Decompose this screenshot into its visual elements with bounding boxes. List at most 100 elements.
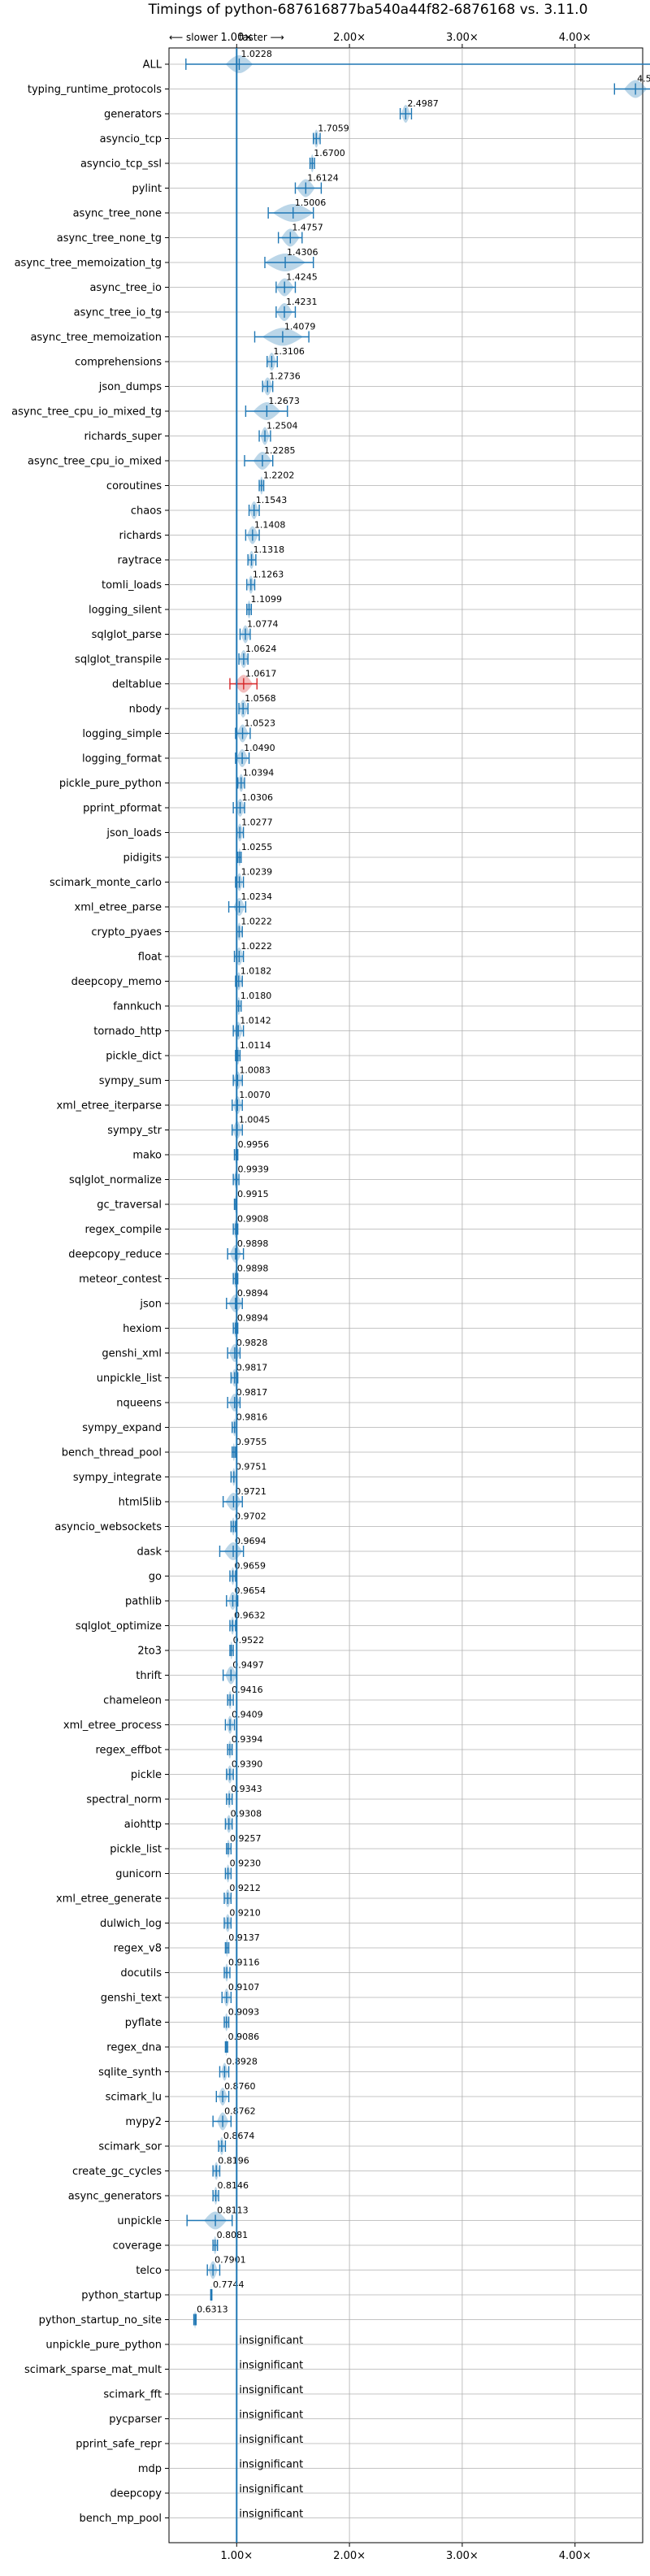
benchmark-label: json_dumps [98, 381, 162, 393]
benchmark-label: asyncio_tcp [100, 133, 162, 145]
direction-faster-label: faster ⟶ [239, 32, 284, 43]
value-label: 1.2285 [264, 445, 296, 456]
value-label: 0.8113 [217, 2205, 249, 2216]
benchmark-label: regex_compile [84, 1224, 162, 1236]
benchmark-label: fannkuch [113, 1001, 162, 1013]
x-tick-label-bottom: 1.00× [220, 2550, 253, 2562]
benchmark-label: pickle_list [110, 1844, 162, 1856]
benchmark-label: pycparser [109, 2413, 162, 2426]
benchmark-label: pylint [132, 183, 162, 195]
benchmark-label: pidigits [124, 852, 162, 865]
value-label: 0.9908 [237, 1214, 269, 1225]
value-label: 1.1408 [254, 520, 286, 531]
value-label: 1.0277 [241, 817, 273, 828]
value-label: 1.6700 [314, 148, 345, 158]
benchmark-label: async_tree_memoization [30, 332, 162, 344]
value-label: 1.4757 [292, 223, 323, 233]
benchmark-label: docutils [120, 1967, 162, 1980]
benchmark-rows: ALL 1.0228 typing_runtime_protocols 4.5361 g… [11, 49, 650, 2525]
benchmark-label: unpickle_list [97, 1373, 162, 1385]
benchmark-label: html5lib [119, 1497, 162, 1509]
benchmark-label: regex_v8 [114, 1943, 162, 1955]
x-tick-label-bottom: 3.00× [446, 2550, 479, 2562]
value-label: 1.0568 [245, 693, 276, 704]
benchmark-label: xml_etree_generate [56, 1893, 162, 1906]
benchmark-label: typing_runtime_protocols [28, 84, 162, 96]
value-label: 1.2673 [268, 396, 300, 406]
value-label: 0.9230 [230, 1858, 262, 1869]
benchmark-label: nbody [129, 704, 162, 716]
benchmark-label: sqlglot_transpile [75, 654, 162, 666]
value-label: 0.9659 [235, 1561, 266, 1572]
benchmark-label: coroutines [106, 480, 162, 492]
value-label: 0.9210 [229, 1908, 261, 1919]
benchmark-label: pickle_dict [106, 1051, 162, 1063]
benchmark-label: chaos [131, 505, 162, 518]
x-axis-bottom: 1.00× 2.00× 3.00× 4.00× [220, 2543, 592, 2562]
benchmark-label: json_loads [106, 827, 162, 839]
value-label: 0.9308 [231, 1809, 262, 1819]
value-label: 1.4245 [286, 272, 318, 283]
benchmark-label: genshi_xml [102, 1348, 162, 1360]
benchmark-label: xml_etree_iterparse [56, 1100, 162, 1112]
benchmark-label: tomli_loads [102, 579, 162, 592]
benchmark-label: scimark_monte_carlo [50, 877, 162, 889]
insignificant-label: insignificant [239, 2409, 303, 2422]
value-label: 2.4987 [407, 98, 439, 109]
value-label: 0.9137 [228, 1932, 260, 1943]
benchmark-label: scimark_sparse_mat_mult [24, 2364, 162, 2376]
value-label: 1.0774 [247, 619, 279, 630]
value-label: 0.9390 [232, 1759, 263, 1770]
benchmark-label: telco [136, 2265, 162, 2277]
benchmark-label: scimark_lu [106, 2092, 162, 2104]
benchmark-label: tornado_http [93, 1026, 162, 1038]
value-label: 1.0624 [245, 644, 277, 654]
x-tick-label-bottom: 4.00× [559, 2550, 592, 2562]
value-label: 0.9702 [235, 1511, 266, 1522]
value-label: 0.9522 [233, 1635, 265, 1646]
benchmark-label: dask [136, 1546, 162, 1559]
value-label: 1.5006 [295, 197, 327, 208]
value-label: 0.9755 [236, 1437, 267, 1447]
x-tick-label-top: 3.00× [446, 32, 479, 44]
benchmark-label: meteor_contest [79, 1273, 162, 1286]
value-label: 1.1263 [253, 570, 284, 580]
x-tick-label-top: 1.00× [220, 32, 253, 44]
benchmark-label: 2to3 [137, 1646, 162, 1658]
benchmark-label: pyflate [125, 2017, 162, 2029]
value-label: 1.4079 [284, 322, 316, 332]
value-label: 0.9257 [230, 1833, 262, 1844]
benchmark-label: python_startup [81, 2290, 162, 2302]
benchmark-label: async_tree_memoization_tg [15, 258, 162, 270]
benchmark-label: logging_silent [89, 605, 162, 617]
benchmark-label: async_generators [68, 2191, 162, 2203]
benchmark-label: mypy2 [125, 2116, 162, 2128]
benchmark-label: sqlglot_parse [92, 629, 162, 641]
benchmark-label: create_gc_cycles [72, 2166, 162, 2178]
value-label: 1.3106 [273, 346, 305, 357]
value-label: 1.0142 [240, 1016, 271, 1026]
insignificant-label: insignificant [239, 2360, 303, 2372]
value-label: 0.8928 [226, 2057, 258, 2067]
value-label: 0.9212 [229, 1883, 261, 1893]
benchmark-label: async_tree_io [89, 282, 162, 294]
value-label: 1.1543 [256, 495, 288, 505]
benchmark-label: xml_etree_process [63, 1720, 162, 1732]
benchmark-label: go [149, 1571, 162, 1583]
value-label: 0.9898 [237, 1238, 269, 1249]
benchmark-label: coverage [113, 2240, 162, 2253]
value-label: 1.0490 [244, 743, 275, 753]
benchmark-label: pprint_pformat [83, 803, 162, 815]
benchmark-label: sqlite_synth [98, 2066, 162, 2079]
value-label: 0.9894 [237, 1288, 269, 1299]
benchmark-label: sqlglot_optimize [76, 1620, 162, 1633]
benchmark-label: float [138, 952, 162, 964]
benchmark-label: comprehensions [75, 357, 162, 369]
benchmark-label: unpickle_pure_python [46, 2340, 162, 2352]
benchmark-label: asyncio_tcp_ssl [80, 158, 162, 171]
benchmark-label: deepcopy [110, 2488, 162, 2500]
value-label: 1.2736 [269, 371, 301, 382]
value-label: 0.9956 [238, 1139, 270, 1150]
x-tick-label-top: 4.00× [559, 32, 592, 44]
